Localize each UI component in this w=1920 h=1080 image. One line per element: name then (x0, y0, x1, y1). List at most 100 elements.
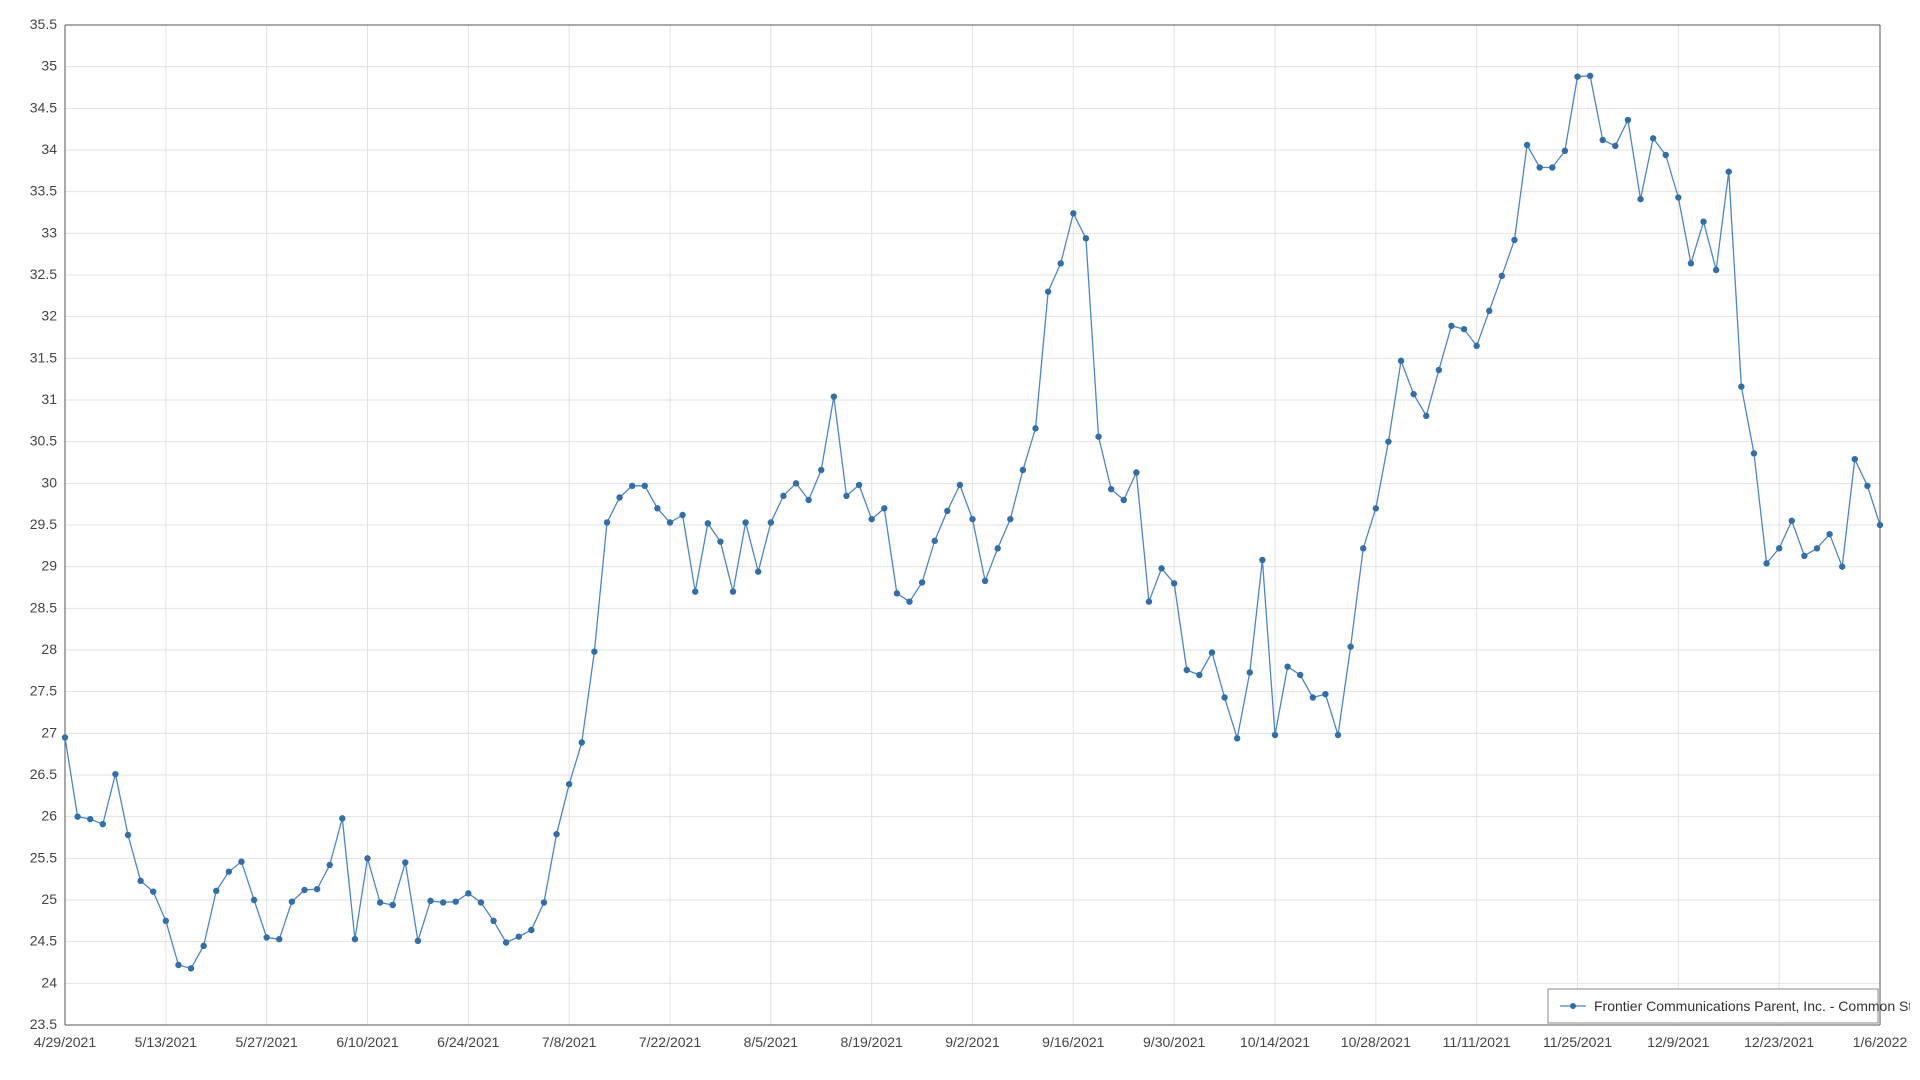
data-point[interactable] (919, 579, 925, 585)
data-point[interactable] (692, 588, 698, 594)
data-point[interactable] (894, 590, 900, 596)
data-point[interactable] (1713, 267, 1719, 273)
data-point[interactable] (818, 467, 824, 473)
data-point[interactable] (1536, 164, 1542, 170)
data-point[interactable] (1360, 545, 1366, 551)
data-point[interactable] (1650, 135, 1656, 141)
data-point[interactable] (226, 868, 232, 874)
data-point[interactable] (1121, 497, 1127, 503)
data-point[interactable] (566, 781, 572, 787)
data-point[interactable] (352, 936, 358, 942)
data-point[interactable] (377, 899, 383, 905)
data-point[interactable] (1158, 565, 1164, 571)
data-point[interactable] (251, 897, 257, 903)
data-point[interactable] (478, 899, 484, 905)
data-point[interactable] (1562, 148, 1568, 154)
data-point[interactable] (1398, 358, 1404, 364)
data-point[interactable] (1347, 643, 1353, 649)
data-point[interactable] (931, 538, 937, 544)
data-point[interactable] (163, 918, 169, 924)
data-point[interactable] (654, 505, 660, 511)
data-point[interactable] (831, 393, 837, 399)
data-point[interactable] (969, 516, 975, 522)
data-point[interactable] (1058, 260, 1064, 266)
data-point[interactable] (730, 588, 736, 594)
data-point[interactable] (1738, 383, 1744, 389)
data-point[interactable] (238, 858, 244, 864)
data-point[interactable] (528, 927, 534, 933)
data-point[interactable] (780, 493, 786, 499)
data-point[interactable] (1801, 553, 1807, 559)
data-point[interactable] (805, 497, 811, 503)
data-point[interactable] (1574, 73, 1580, 79)
data-point[interactable] (1310, 694, 1316, 700)
data-point[interactable] (1726, 168, 1732, 174)
data-point[interactable] (301, 887, 307, 893)
data-point[interactable] (742, 519, 748, 525)
data-point[interactable] (768, 519, 774, 525)
data-point[interactable] (906, 598, 912, 604)
data-point[interactable] (1549, 164, 1555, 170)
data-point[interactable] (62, 734, 68, 740)
data-point[interactable] (516, 933, 522, 939)
data-point[interactable] (629, 483, 635, 489)
data-point[interactable] (1247, 669, 1253, 675)
data-point[interactable] (465, 890, 471, 896)
data-point[interactable] (1335, 732, 1341, 738)
data-point[interactable] (1259, 557, 1265, 563)
data-point[interactable] (453, 898, 459, 904)
data-point[interactable] (717, 538, 723, 544)
data-point[interactable] (1625, 117, 1631, 123)
data-point[interactable] (995, 545, 1001, 551)
data-point[interactable] (1700, 218, 1706, 224)
data-point[interactable] (188, 965, 194, 971)
data-point[interactable] (1297, 672, 1303, 678)
data-point[interactable] (1789, 518, 1795, 524)
data-point[interactable] (364, 855, 370, 861)
data-point[interactable] (289, 898, 295, 904)
data-point[interactable] (1448, 323, 1454, 329)
data-point[interactable] (1108, 486, 1114, 492)
data-point[interactable] (490, 918, 496, 924)
data-point[interactable] (1751, 450, 1757, 456)
data-point[interactable] (1675, 194, 1681, 200)
data-point[interactable] (1486, 308, 1492, 314)
data-point[interactable] (1221, 694, 1227, 700)
data-point[interactable] (1083, 235, 1089, 241)
data-point[interactable] (843, 493, 849, 499)
data-point[interactable] (112, 771, 118, 777)
data-point[interactable] (1133, 469, 1139, 475)
data-point[interactable] (957, 482, 963, 488)
data-point[interactable] (1688, 260, 1694, 266)
data-point[interactable] (1171, 580, 1177, 586)
data-point[interactable] (705, 520, 711, 526)
data-point[interactable] (1410, 391, 1416, 397)
data-point[interactable] (1020, 467, 1026, 473)
data-point[interactable] (1045, 288, 1051, 294)
data-point[interactable] (1184, 667, 1190, 673)
data-point[interactable] (1587, 73, 1593, 79)
data-point[interactable] (1826, 531, 1832, 537)
data-point[interactable] (339, 815, 345, 821)
data-point[interactable] (1776, 545, 1782, 551)
data-point[interactable] (125, 832, 131, 838)
data-point[interactable] (982, 578, 988, 584)
data-point[interactable] (642, 483, 648, 489)
data-point[interactable] (415, 938, 421, 944)
data-point[interactable] (793, 480, 799, 486)
data-point[interactable] (591, 648, 597, 654)
data-point[interactable] (1095, 433, 1101, 439)
data-point[interactable] (856, 482, 862, 488)
data-point[interactable] (1814, 545, 1820, 551)
data-point[interactable] (1461, 326, 1467, 332)
data-point[interactable] (402, 859, 408, 865)
data-point[interactable] (604, 519, 610, 525)
data-point[interactable] (1612, 143, 1618, 149)
data-point[interactable] (1196, 672, 1202, 678)
data-point[interactable] (755, 568, 761, 574)
data-point[interactable] (1473, 343, 1479, 349)
data-point[interactable] (1637, 196, 1643, 202)
data-point[interactable] (314, 886, 320, 892)
data-point[interactable] (1852, 456, 1858, 462)
data-point[interactable] (200, 943, 206, 949)
